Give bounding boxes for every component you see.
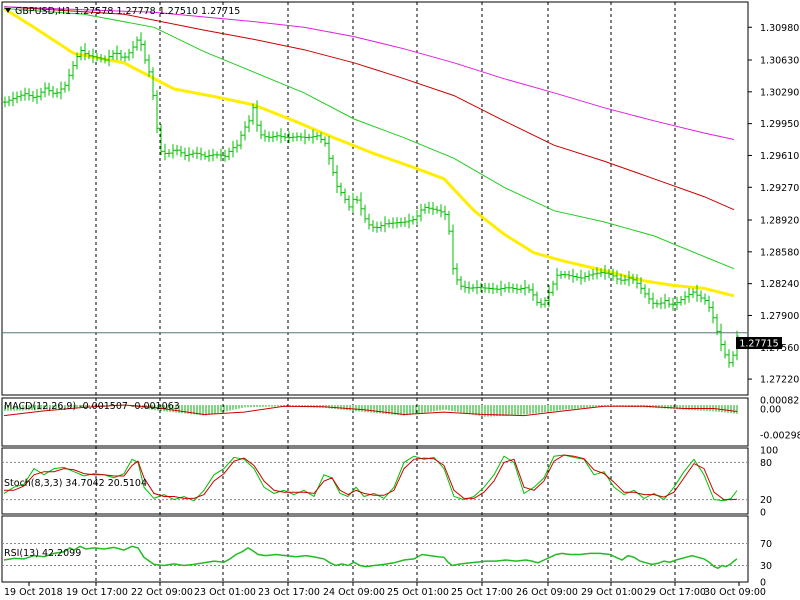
y-tick-label: 1.30290 xyxy=(760,87,799,98)
y-tick-label: 1.29950 xyxy=(760,119,799,130)
macd-panel[interactable] xyxy=(3,404,738,417)
y-tick-label: 1.29610 xyxy=(760,151,799,162)
macd-signal xyxy=(3,404,738,417)
stoch-tick-label: 100 xyxy=(760,446,778,457)
current-price-tag xyxy=(736,337,782,349)
dropdown-arrow-icon[interactable] xyxy=(5,8,11,13)
moving-averages xyxy=(3,6,735,298)
ma-line-2 xyxy=(3,6,735,211)
y-axis-labels: 1.30980 1.30630 1.30290 1.29950 1.29610 1.292… xyxy=(748,23,800,589)
stochastic-panel[interactable] xyxy=(2,454,748,502)
ma-line-1 xyxy=(3,8,735,270)
stoch-lines xyxy=(3,454,738,502)
macd-tick-label: 0.00 xyxy=(760,405,781,416)
rsi-tick-label: 0 xyxy=(760,578,766,589)
stoch-tick-label: 80 xyxy=(760,458,772,469)
rsi-line xyxy=(3,545,738,570)
stoch-main-line xyxy=(3,454,738,502)
rsi-panel[interactable] xyxy=(2,543,748,570)
macd-frame xyxy=(1,397,749,447)
panel-frames xyxy=(1,1,749,583)
x-tick-label: 24 Oct 09:00 xyxy=(323,587,385,598)
stoch-frame xyxy=(1,447,749,515)
x-tick-label: 29 Oct 01:00 xyxy=(581,587,643,598)
macd-signal-line xyxy=(3,404,738,417)
x-tick-label: 25 Oct 17:00 xyxy=(451,587,513,598)
ma-line-3 xyxy=(3,6,735,140)
x-tick-label: 23 Oct 01:00 xyxy=(194,587,256,598)
y-tick-label: 1.28920 xyxy=(760,216,799,227)
y-tick-label: 1.29270 xyxy=(760,183,799,194)
vertical-grid xyxy=(95,2,676,582)
y-tick-label: 1.27220 xyxy=(760,375,799,386)
y-tick-label: 1.28240 xyxy=(760,279,799,290)
x-tick-label: 19 Oct 2018 xyxy=(4,587,63,598)
rsi-title: RSI(13) 42.2099 xyxy=(4,548,81,559)
rsi-line xyxy=(3,545,738,570)
x-tick-label: 30 Oct 09:00 xyxy=(704,587,766,598)
rsi-tick-label: 30 xyxy=(760,561,772,572)
macd-tick-label: -0.002985 xyxy=(760,431,800,442)
price-panel[interactable] xyxy=(2,6,748,368)
stoch-title: Stoch(8,3,3) 34.7042 20.5104 xyxy=(4,478,147,489)
y-tick-label: 1.30980 xyxy=(760,23,799,34)
macd-title: MACD(12,26,9) -0.001507 -0.001063 xyxy=(4,401,180,412)
x-tick-label: 22 Oct 09:00 xyxy=(131,587,193,598)
price-frame xyxy=(1,1,749,396)
current-price-label: 1.27715 xyxy=(739,339,778,350)
x-tick-label: 23 Oct 17:00 xyxy=(258,587,320,598)
stoch-signal-line xyxy=(4,454,738,501)
stoch-tick-label: 20 xyxy=(760,495,772,506)
x-tick-label: 25 Oct 01:00 xyxy=(387,587,449,598)
ma-line-0 xyxy=(3,7,735,298)
y-tick-label: 1.27900 xyxy=(760,311,799,322)
rsi-frame xyxy=(1,515,749,583)
x-tick-label: 26 Oct 09:00 xyxy=(516,587,578,598)
stoch-tick-label: 0 xyxy=(760,508,766,519)
stoch-levels xyxy=(2,461,748,501)
x-tick-label: 29 Oct 17:00 xyxy=(644,587,706,598)
symbol-header: GBPUSD,H1 1.27578 1.27778 1.27510 1.2771… xyxy=(15,6,240,17)
macd-tick-label: 0.000827 xyxy=(760,396,800,407)
x-axis-labels: 19 Oct 2018 19 Oct 17:00 22 Oct 09:00 23 Oc… xyxy=(4,582,766,598)
macd-histogram xyxy=(4,405,738,417)
y-tick-label: 1.28580 xyxy=(760,247,799,258)
candles xyxy=(3,32,739,368)
y-tick-label: 1.30630 xyxy=(760,56,799,67)
x-tick-label: 19 Oct 17:00 xyxy=(66,587,128,598)
rsi-tick-label: 70 xyxy=(760,539,772,550)
